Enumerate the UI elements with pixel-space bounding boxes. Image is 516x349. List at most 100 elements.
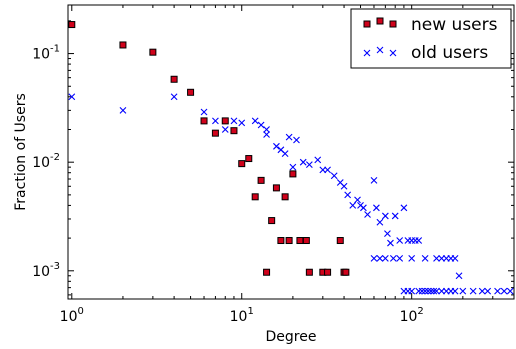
series-old-users [68, 93, 514, 295]
new-users-point [230, 127, 238, 135]
y-axis-label: Fraction of Users [13, 93, 29, 210]
legend-label-new-users: new users [411, 15, 498, 35]
x-axis: 100 101 102 [60, 5, 515, 325]
old-users-point [469, 287, 477, 295]
x-axis-label: Degree [266, 329, 317, 345]
old-users-point [354, 196, 361, 204]
old-users-point [221, 126, 229, 133]
new-users-point [221, 117, 229, 125]
old-users-point [478, 287, 486, 295]
new-users-point [200, 117, 208, 125]
old-users-point [396, 255, 404, 262]
old-users-point [330, 172, 338, 180]
new-users-point [257, 176, 265, 184]
old-users-point [387, 239, 394, 247]
old-users-point [418, 287, 426, 295]
old-users-point [433, 287, 440, 295]
new-users-point [336, 237, 344, 245]
old-users-point [293, 136, 300, 144]
old-users-point [68, 93, 76, 101]
old-users-point [200, 108, 208, 116]
old-users-point [424, 287, 432, 295]
legend-old-users-marker [376, 46, 384, 54]
old-users-point [384, 230, 391, 237]
legend-new-users-marker [376, 17, 384, 25]
old-users-point [421, 255, 429, 262]
old-users-point [314, 156, 322, 164]
old-users-point [360, 204, 367, 212]
old-users-point [373, 204, 380, 212]
old-users-point [344, 191, 352, 199]
new-users-point [285, 237, 293, 245]
old-users-point [459, 287, 467, 295]
old-users-point [170, 93, 178, 101]
new-users-point [324, 268, 332, 276]
old-users-point [408, 255, 416, 262]
old-users-point [389, 255, 397, 262]
old-users-point [263, 126, 270, 133]
old-users-point [238, 119, 246, 127]
old-users-point [381, 255, 389, 262]
legend-marker-new-users [363, 17, 397, 28]
old-users-point [421, 287, 429, 295]
old-users-point [305, 161, 313, 168]
old-users-point [251, 117, 259, 125]
old-users-point [285, 133, 293, 141]
new-users-point [251, 193, 259, 201]
old-users-point [273, 142, 280, 150]
old-users-point [494, 287, 501, 295]
series-new-users [68, 21, 350, 276]
x-tick-label: 102 [400, 306, 424, 325]
old-users-point [370, 176, 378, 184]
old-users-point [396, 237, 404, 244]
legend-new-users-marker [389, 20, 397, 28]
y-tick-label: 10-2 [32, 152, 60, 171]
new-users-point [119, 41, 127, 49]
new-users-point [238, 160, 246, 168]
y-tick-label: 10-3 [32, 261, 60, 280]
new-users-point [149, 48, 157, 56]
new-users-point [68, 21, 76, 29]
y-tick-label: 10-1 [32, 44, 60, 63]
old-users-point [340, 182, 348, 190]
y-axis: 10-1 10-2 10-3 [32, 20, 514, 296]
new-users-point [187, 88, 195, 96]
legend-label-old-users: old users [411, 43, 488, 63]
old-users-point [370, 255, 378, 262]
legend-old-users-marker [363, 49, 371, 57]
legend-marker-old-users [363, 46, 397, 57]
new-users-point [296, 237, 304, 245]
old-users-point [364, 211, 371, 218]
new-users-point [305, 268, 313, 276]
old-users-point [433, 255, 440, 262]
old-users-point [230, 117, 238, 125]
new-users-point [302, 237, 310, 245]
new-users-point [277, 237, 285, 245]
old-users-point [349, 202, 357, 209]
old-users-point [289, 163, 297, 171]
old-users-point [400, 204, 408, 212]
old-users-point [451, 287, 459, 295]
old-users-point [451, 255, 459, 262]
old-users-point [281, 150, 289, 157]
new-users-point [211, 129, 219, 137]
old-users-point [381, 212, 389, 220]
old-users-point [455, 272, 463, 280]
old-users-point [257, 121, 265, 129]
x-tick-label: 101 [230, 306, 254, 325]
legend-new-users-marker [363, 20, 371, 28]
old-users-point [263, 131, 270, 138]
new-users-point [170, 75, 178, 83]
new-users-point [281, 193, 289, 201]
old-users-point [500, 287, 508, 295]
new-users-point [268, 217, 276, 225]
old-users-point [299, 158, 307, 166]
new-users-point [342, 268, 350, 276]
old-users-point [324, 166, 331, 174]
old-users-point [506, 287, 514, 295]
legend: new users old users [350, 8, 512, 69]
new-users-point [245, 155, 253, 163]
old-users-point [484, 287, 492, 295]
legend-old-users-marker [389, 49, 397, 57]
